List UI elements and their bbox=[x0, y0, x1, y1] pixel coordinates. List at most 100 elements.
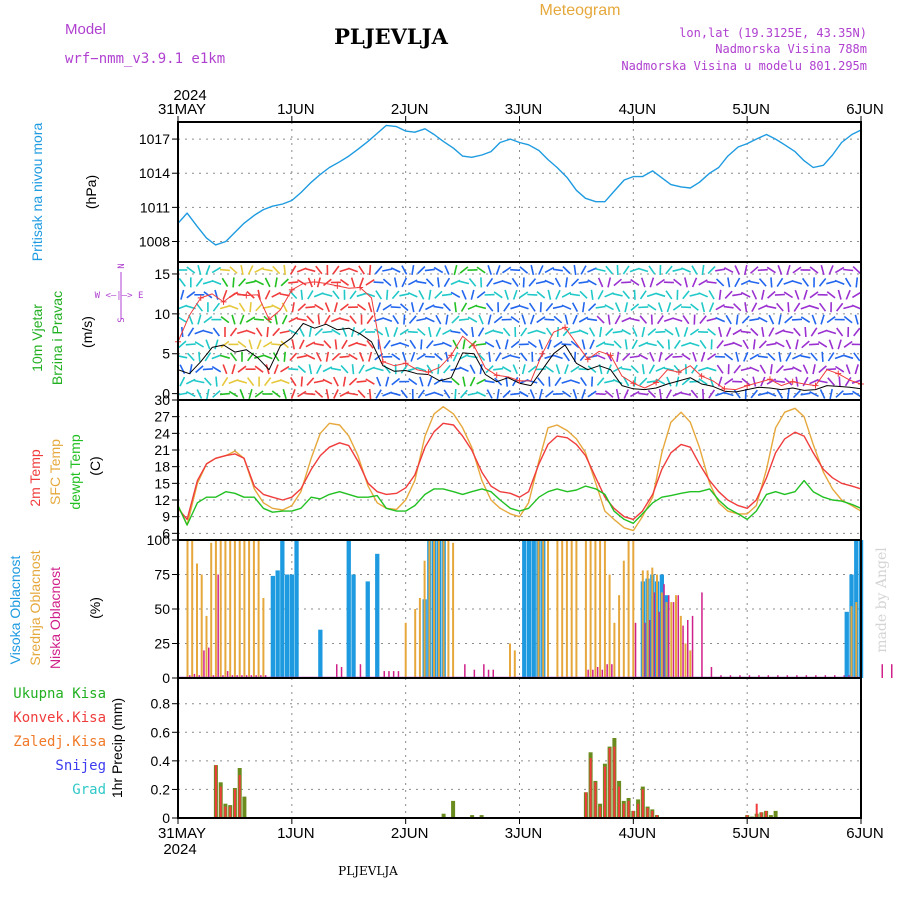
wind-arrow bbox=[852, 266, 861, 274]
wind-arrow bbox=[556, 326, 559, 338]
wind-arrow bbox=[616, 351, 620, 362]
wind-arrow bbox=[614, 302, 621, 313]
mid-cloud-bar bbox=[570, 540, 573, 678]
y-tick-label: 0 bbox=[162, 670, 170, 686]
wind-arrow bbox=[342, 376, 347, 387]
wind-arrow bbox=[758, 278, 767, 287]
wind-arrow bbox=[844, 277, 852, 288]
wind-arrow bbox=[443, 364, 451, 374]
mid-cloud-bar bbox=[646, 570, 649, 678]
y-tick-label: 100 bbox=[147, 532, 171, 548]
wind-arrow bbox=[288, 329, 299, 335]
high-cloud-bar bbox=[318, 629, 323, 678]
wind-arrow bbox=[795, 376, 799, 387]
wind-arrow bbox=[596, 377, 605, 386]
wind-arrow bbox=[365, 279, 375, 286]
wind-arrow bbox=[587, 279, 597, 286]
wind-arrow bbox=[776, 389, 784, 399]
wind-arrow bbox=[853, 352, 861, 362]
wind-arrow bbox=[783, 330, 794, 334]
wind-arrow bbox=[262, 268, 273, 272]
wind-arrow bbox=[587, 365, 597, 374]
y-tick-label: 1014 bbox=[139, 165, 170, 181]
wind-arrow bbox=[332, 376, 339, 387]
low-cloud-bar bbox=[260, 675, 262, 678]
wind-arrow bbox=[510, 354, 521, 359]
wind-arrow bbox=[572, 388, 578, 400]
wind-arrow bbox=[317, 314, 321, 325]
wind-arrow bbox=[715, 278, 725, 287]
wind-arrow bbox=[612, 330, 623, 334]
wind-arrow bbox=[564, 364, 569, 375]
wind-arrow bbox=[254, 279, 264, 286]
dewpt-temp-line bbox=[177, 479, 862, 526]
wind-arrow bbox=[630, 278, 640, 286]
wind-arrow bbox=[323, 340, 332, 349]
wind-arrow bbox=[535, 329, 546, 335]
wind-arrow bbox=[851, 291, 862, 299]
cloud-axis-mid: Srednja Oblacnost bbox=[27, 550, 43, 665]
precip-konvek-bar bbox=[214, 765, 217, 818]
wind-arrow bbox=[407, 291, 418, 298]
wind-arrow bbox=[185, 343, 196, 346]
wind-arrow bbox=[553, 315, 563, 324]
low-cloud-bar bbox=[881, 664, 883, 678]
wind-arrow bbox=[648, 265, 656, 275]
model-elevation-label: Nadmorska Visina u modelu 801.295m bbox=[621, 59, 867, 73]
wind-arrow bbox=[587, 303, 597, 312]
wind-arrow bbox=[692, 351, 697, 362]
wind-arrow bbox=[502, 266, 512, 274]
wind-arrow bbox=[665, 389, 673, 399]
low-cloud-bar bbox=[464, 664, 466, 678]
y-tick-label: 25 bbox=[154, 636, 170, 652]
wind-arrow bbox=[623, 389, 630, 399]
wind-arrow bbox=[707, 265, 716, 275]
year-bottom: 2024 bbox=[163, 841, 196, 858]
wind-arrow bbox=[572, 314, 578, 325]
wind-arrow bbox=[622, 290, 631, 300]
sfc-temp-line bbox=[177, 406, 862, 532]
wind-arrow bbox=[605, 327, 614, 337]
wind-arrow bbox=[828, 265, 834, 275]
wind-arrow bbox=[290, 265, 297, 275]
wind-arrow bbox=[220, 315, 230, 324]
wind-arrow bbox=[706, 281, 717, 284]
wind-arrow bbox=[633, 289, 636, 300]
wind-arrow bbox=[195, 302, 204, 312]
mid-cloud-bar bbox=[665, 602, 668, 678]
wind-arrow bbox=[707, 328, 716, 336]
wind-arrow bbox=[232, 277, 235, 288]
wind-arrow bbox=[349, 290, 357, 300]
wind-arrow bbox=[701, 264, 705, 276]
wind-arrow bbox=[417, 265, 426, 275]
wind-arrow bbox=[194, 329, 205, 335]
wind-arrow bbox=[330, 316, 341, 323]
wind-arrow bbox=[512, 289, 518, 300]
wind-arrow bbox=[390, 342, 401, 347]
wind-arrow bbox=[835, 365, 845, 373]
wind-arrow bbox=[239, 389, 245, 399]
gust-marker bbox=[197, 294, 204, 301]
low-cloud-bar bbox=[208, 647, 210, 678]
wind-arrow bbox=[357, 303, 367, 311]
gust-marker bbox=[243, 292, 250, 299]
wind-arrow bbox=[615, 388, 620, 400]
wind-arrow bbox=[775, 329, 785, 335]
wind-arrow bbox=[382, 303, 392, 311]
wind-arrow bbox=[386, 289, 389, 300]
wind-arrow bbox=[471, 326, 474, 338]
mid-cloud-bar bbox=[513, 650, 516, 678]
wind-arrow bbox=[751, 289, 758, 300]
wind-arrow bbox=[350, 277, 356, 288]
low-cloud-bar bbox=[644, 622, 646, 678]
wind-arrow bbox=[231, 314, 236, 325]
wind-arrow bbox=[333, 389, 339, 399]
wind-arrow bbox=[484, 341, 495, 348]
wind-arrow bbox=[639, 377, 648, 386]
wind-arrow bbox=[476, 378, 486, 385]
wind-arrow bbox=[672, 391, 683, 397]
wind-arrow bbox=[245, 280, 256, 285]
wind-arrow bbox=[555, 289, 561, 300]
wind-arrow bbox=[735, 351, 740, 362]
